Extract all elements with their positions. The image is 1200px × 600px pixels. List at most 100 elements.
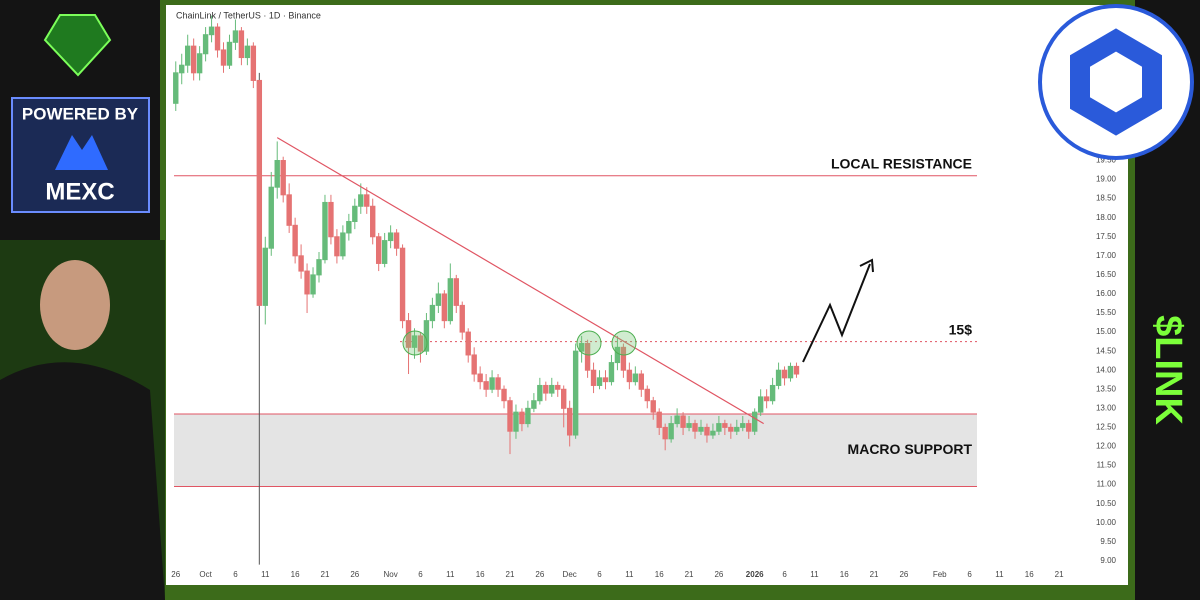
candle-body xyxy=(179,64,185,74)
candle-body xyxy=(190,45,197,74)
candle-body xyxy=(572,350,579,436)
candle-body xyxy=(214,26,221,51)
candle-body xyxy=(793,365,800,375)
ticker: $LINK xyxy=(1147,315,1189,425)
candle-body xyxy=(352,205,358,223)
x-tick-label: 6 xyxy=(418,570,423,579)
candle-body xyxy=(561,388,567,409)
candle-body xyxy=(698,426,704,432)
candle-body xyxy=(375,236,382,264)
candle-body xyxy=(740,423,746,428)
trendline xyxy=(276,137,764,425)
candle-body xyxy=(393,232,400,249)
candle-body xyxy=(584,343,591,371)
candle-body xyxy=(387,232,394,242)
powered-by: POWERED BY xyxy=(22,104,139,123)
x-tick-label: 26 xyxy=(171,570,180,579)
candle-body xyxy=(704,426,710,436)
y-tick-label: 19.50 xyxy=(1096,156,1117,165)
x-tick-label: 26 xyxy=(899,570,908,579)
candle-body xyxy=(232,30,239,43)
candle-body xyxy=(429,304,436,322)
chainlink-hexagon xyxy=(1070,28,1162,136)
candle-body xyxy=(722,423,728,428)
y-tick-label: 17.50 xyxy=(1096,232,1117,241)
candle-body xyxy=(710,430,716,436)
y-tick-label: 19.00 xyxy=(1096,175,1117,184)
chart-header: ChainLink / TetherUS · 1D · Binance xyxy=(176,10,321,20)
candle-body xyxy=(256,79,263,306)
candle-body xyxy=(304,270,310,295)
y-tick-label: 11.00 xyxy=(1097,480,1117,489)
candle-body xyxy=(543,384,549,394)
x-tick-label: 26 xyxy=(714,570,723,579)
candle-body xyxy=(501,388,507,402)
candle-body xyxy=(716,423,722,432)
candle-body xyxy=(775,369,782,386)
support-label: MACRO SUPPORT xyxy=(848,441,973,457)
candle-body xyxy=(441,293,448,322)
sponsor-logo xyxy=(55,135,108,170)
candle-body xyxy=(381,240,388,264)
candle-body xyxy=(531,400,537,409)
presenter-head xyxy=(40,260,110,350)
x-tick-label: 21 xyxy=(870,570,879,579)
highlight-circle xyxy=(576,330,602,356)
candle-body xyxy=(459,304,465,333)
target-label: 15$ xyxy=(949,321,973,337)
x-tick-label: Oct xyxy=(199,570,212,579)
candle-body xyxy=(787,365,794,379)
plot: MACRO SUPPORT LOCAL RESISTANCE 15$ 9.00 9.50… xyxy=(171,15,1117,579)
candle-body xyxy=(692,423,698,432)
y-tick-label: 13.50 xyxy=(1096,384,1117,393)
x-tick-label: 6 xyxy=(782,570,787,579)
x-tick-label: 21 xyxy=(321,570,330,579)
candle-body xyxy=(399,247,406,322)
candle-body xyxy=(513,411,519,432)
candle-body xyxy=(614,346,621,364)
candle-body xyxy=(555,384,561,390)
x-tick-label: 11 xyxy=(995,570,1004,579)
chainlink-logo xyxy=(1038,4,1194,160)
candle-body xyxy=(662,426,668,440)
candle-body xyxy=(728,426,734,432)
candle-body xyxy=(674,415,680,425)
x-tick-label: 16 xyxy=(476,570,485,579)
candle-body xyxy=(202,34,209,55)
candle-body xyxy=(507,400,513,432)
highlight-circle xyxy=(402,330,428,356)
x-tick-label: Dec xyxy=(563,570,577,579)
candle-body xyxy=(453,278,459,306)
y-tick-label: 13.00 xyxy=(1096,403,1117,412)
candle-body xyxy=(220,49,227,66)
candle-body xyxy=(519,411,525,425)
candle-body xyxy=(417,335,424,352)
candle-body xyxy=(757,396,764,413)
candle-body xyxy=(477,373,483,383)
candle-body xyxy=(781,369,788,379)
x-tick-label: 2026 xyxy=(746,570,764,579)
candle-body xyxy=(578,343,585,352)
x-tick-label: 21 xyxy=(506,570,515,579)
y-tick-label: 10.50 xyxy=(1096,499,1117,508)
candle-body xyxy=(328,201,334,238)
brand-logo xyxy=(43,14,112,77)
candle-body xyxy=(680,415,686,428)
y-tick-label: 12.00 xyxy=(1096,442,1117,451)
x-tick-label: 11 xyxy=(261,570,270,579)
candle-body xyxy=(274,160,280,188)
x-tick-label: 6 xyxy=(233,570,238,579)
candle-body xyxy=(346,221,352,234)
y-tick-label: 14.50 xyxy=(1096,346,1117,355)
candle-body xyxy=(310,274,316,295)
candle-body xyxy=(668,423,674,440)
candle-body xyxy=(566,407,573,436)
x-tick-label: Feb xyxy=(933,570,947,579)
candle-body xyxy=(280,160,286,196)
candle-body xyxy=(370,205,376,238)
candle-body xyxy=(596,377,603,386)
candle-body xyxy=(292,224,298,257)
x-tick-label: 21 xyxy=(685,570,694,579)
